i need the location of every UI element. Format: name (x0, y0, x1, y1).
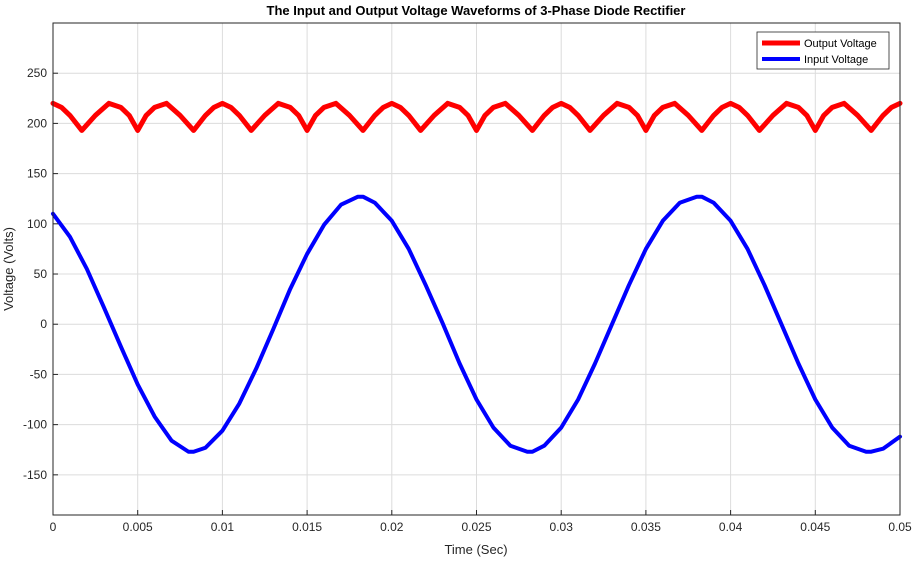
x-tick-label: 0.01 (211, 520, 235, 534)
legend-entry-output-voltage: Output Voltage (804, 38, 877, 50)
y-tick-label: 50 (34, 267, 48, 281)
x-tick-label: 0.04 (719, 520, 743, 534)
x-tick-label: 0.05 (888, 520, 912, 534)
y-axis-ticks: -150 -100 -50 0 50 100 150 200 250 (23, 66, 58, 482)
y-tick-label: 250 (27, 66, 47, 80)
x-tick-label: 0.015 (292, 520, 322, 534)
series-line-input-voltage (51, 194, 902, 454)
chart-title: The Input and Output Voltage Waveforms o… (267, 3, 686, 18)
series-line-output-voltage (50, 100, 903, 133)
y-tick-label: -50 (30, 367, 48, 381)
y-tick-label: -100 (23, 418, 47, 432)
x-axis-label: Time (Sec) (444, 542, 507, 557)
x-tick-label: 0.005 (123, 520, 153, 534)
y-tick-label: 100 (27, 217, 47, 231)
x-tick-label: 0.035 (631, 520, 661, 534)
x-tick-label: 0.02 (380, 520, 404, 534)
legend-entry-input-voltage: Input Voltage (804, 54, 868, 66)
y-tick-label: -150 (23, 468, 47, 482)
y-tick-label: 0 (40, 317, 47, 331)
y-axis-label: Voltage (Volts) (1, 227, 16, 311)
legend-box (756, 31, 890, 70)
y-tick-label: 200 (27, 116, 47, 130)
x-tick-label: 0 (50, 520, 57, 534)
x-tick-label: 0.045 (800, 520, 830, 534)
x-tick-label: 0.03 (550, 520, 574, 534)
x-tick-label: 0.025 (461, 520, 491, 534)
series-layer (50, 100, 903, 454)
legend: Output Voltage Input Voltage (756, 31, 890, 70)
y-tick-label: 150 (27, 167, 47, 181)
x-axis-ticks: 0 0.005 0.01 0.015 0.02 0.025 0.03 0.035 0.04 0.0… (50, 510, 912, 534)
